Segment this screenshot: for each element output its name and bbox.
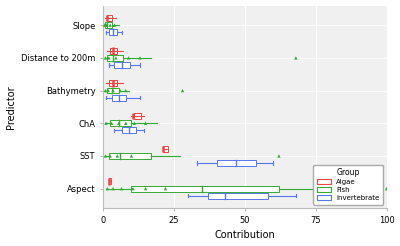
Point <box>123 121 129 125</box>
Point <box>137 56 143 60</box>
Point <box>108 121 115 125</box>
Point <box>179 89 186 92</box>
Point <box>293 56 299 60</box>
Point <box>142 121 149 125</box>
Point <box>276 154 282 158</box>
Bar <box>163 146 168 152</box>
Point <box>103 121 109 125</box>
Point <box>111 23 118 27</box>
Point <box>107 154 114 158</box>
Point <box>130 187 136 191</box>
Point <box>142 187 149 191</box>
Point <box>126 56 132 60</box>
Bar <box>134 113 141 119</box>
Bar <box>109 153 151 159</box>
Bar <box>208 193 268 199</box>
Bar <box>110 48 117 54</box>
Point <box>101 23 108 27</box>
Point <box>123 89 129 92</box>
Bar <box>122 127 136 133</box>
Bar <box>216 160 256 166</box>
Point <box>102 154 108 158</box>
Point <box>372 187 378 191</box>
Point <box>162 187 169 191</box>
Point <box>118 187 125 191</box>
Point <box>128 154 135 158</box>
Point <box>104 187 110 191</box>
Point <box>131 121 138 125</box>
Bar <box>132 186 279 192</box>
Bar <box>105 22 112 28</box>
Point <box>116 121 122 125</box>
Bar <box>109 179 111 184</box>
Bar <box>110 120 132 126</box>
Legend: Algae, Fish, Invertebrate: Algae, Fish, Invertebrate <box>314 165 383 205</box>
Point <box>102 56 108 60</box>
Point <box>110 89 116 92</box>
X-axis label: Contribution: Contribution <box>214 231 275 240</box>
Bar <box>107 55 123 61</box>
Point <box>117 89 123 92</box>
Point <box>103 23 110 27</box>
Bar <box>114 62 130 68</box>
Bar <box>109 30 117 35</box>
Bar <box>106 15 112 21</box>
Point <box>107 23 114 27</box>
Bar <box>109 80 117 86</box>
Point <box>383 187 390 191</box>
Point <box>110 187 116 191</box>
Bar <box>112 95 126 101</box>
Point <box>113 56 119 60</box>
Point <box>106 56 112 60</box>
Point <box>102 89 108 92</box>
Bar <box>107 88 119 93</box>
Point <box>114 154 120 158</box>
Y-axis label: Predictor: Predictor <box>6 85 16 129</box>
Point <box>105 89 112 92</box>
